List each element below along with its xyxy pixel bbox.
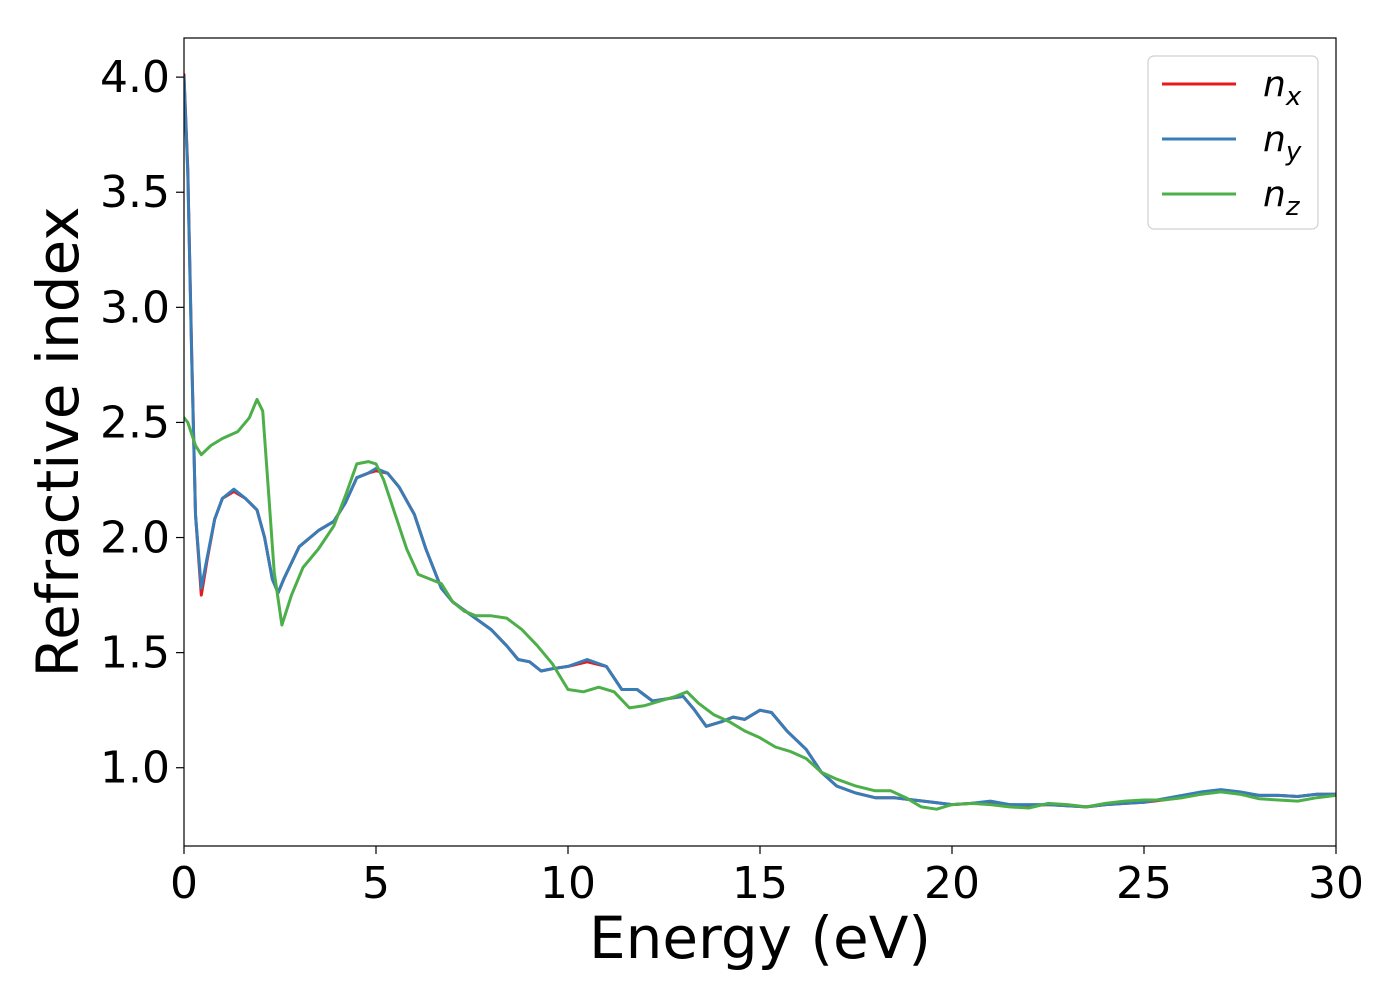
y-tick-label: 3.0 — [100, 282, 170, 333]
y-axis-label: Refractive index — [24, 206, 92, 677]
series-layer — [184, 73, 1336, 811]
y-tick-label: 1.0 — [100, 743, 170, 794]
x-axis-label: Energy (eV) — [589, 904, 931, 972]
x-tick-label: 10 — [540, 858, 596, 909]
legend-box — [1147, 55, 1319, 230]
x-tick-label: 0 — [170, 858, 198, 909]
x-tick-label: 15 — [732, 858, 788, 909]
legend-label-y: ny — [1263, 119, 1302, 167]
x-tick-label: 30 — [1308, 858, 1364, 909]
legend-label-z: nz — [1263, 174, 1301, 222]
y-tick-label: 2.5 — [100, 397, 170, 448]
y-tick-label: 2.0 — [100, 513, 170, 564]
y-tick-label: 1.5 — [100, 628, 170, 679]
x-axis-ticks: 0 5 10 15 20 25 30 — [170, 846, 1364, 909]
y-tick-label: 3.5 — [100, 167, 170, 218]
x-tick-label: 25 — [1116, 858, 1172, 909]
x-tick-label: 20 — [924, 858, 980, 909]
legend-label-x: nx — [1263, 64, 1302, 112]
x-tick-label: 5 — [362, 858, 390, 909]
y-tick-label: 4.0 — [100, 52, 170, 103]
y-axis-ticks: 1.0 1.5 2.0 2.5 3.0 3.5 4.0 — [100, 52, 184, 794]
legend: nx ny nz — [1147, 55, 1319, 230]
series-line-z — [184, 397, 1336, 811]
